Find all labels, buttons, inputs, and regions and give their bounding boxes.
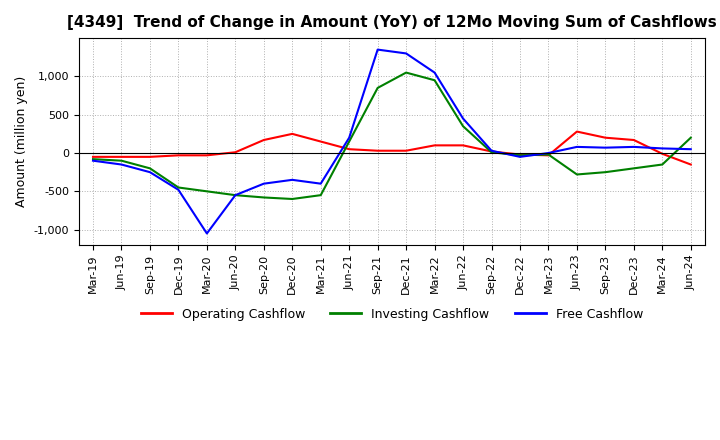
Investing Cashflow bbox=[174, 185, 183, 190]
Operating Cashflow bbox=[459, 143, 467, 148]
Title: [4349]  Trend of Change in Amount (YoY) of 12Mo Moving Sum of Cashflows: [4349] Trend of Change in Amount (YoY) o… bbox=[67, 15, 717, 30]
Free Cashflow bbox=[345, 135, 354, 140]
Operating Cashflow bbox=[487, 149, 496, 154]
Investing Cashflow bbox=[374, 85, 382, 91]
Operating Cashflow bbox=[259, 137, 268, 143]
Free Cashflow bbox=[459, 116, 467, 121]
Operating Cashflow bbox=[345, 147, 354, 152]
Investing Cashflow bbox=[316, 193, 325, 198]
Operating Cashflow bbox=[316, 139, 325, 144]
Investing Cashflow bbox=[686, 135, 695, 140]
Operating Cashflow bbox=[658, 151, 667, 157]
Operating Cashflow bbox=[202, 153, 211, 158]
Investing Cashflow bbox=[516, 153, 524, 158]
Legend: Operating Cashflow, Investing Cashflow, Free Cashflow: Operating Cashflow, Investing Cashflow, … bbox=[135, 303, 648, 326]
Investing Cashflow bbox=[345, 139, 354, 144]
Free Cashflow bbox=[402, 51, 410, 56]
Investing Cashflow bbox=[288, 196, 297, 202]
Free Cashflow bbox=[431, 70, 439, 75]
Investing Cashflow bbox=[544, 152, 553, 157]
Free Cashflow bbox=[658, 146, 667, 151]
Free Cashflow bbox=[516, 154, 524, 159]
Operating Cashflow bbox=[231, 150, 240, 155]
Free Cashflow bbox=[288, 177, 297, 183]
Line: Investing Cashflow: Investing Cashflow bbox=[93, 73, 690, 199]
Free Cashflow bbox=[89, 158, 97, 163]
Investing Cashflow bbox=[629, 166, 638, 171]
Operating Cashflow bbox=[145, 154, 154, 159]
Free Cashflow bbox=[316, 181, 325, 186]
Y-axis label: Amount (million yen): Amount (million yen) bbox=[15, 76, 28, 207]
Investing Cashflow bbox=[231, 193, 240, 198]
Investing Cashflow bbox=[89, 157, 97, 162]
Free Cashflow bbox=[629, 144, 638, 150]
Line: Operating Cashflow: Operating Cashflow bbox=[93, 132, 690, 165]
Investing Cashflow bbox=[145, 166, 154, 171]
Operating Cashflow bbox=[516, 152, 524, 157]
Operating Cashflow bbox=[288, 131, 297, 136]
Operating Cashflow bbox=[601, 135, 610, 140]
Investing Cashflow bbox=[658, 162, 667, 167]
Free Cashflow bbox=[231, 193, 240, 198]
Operating Cashflow bbox=[89, 154, 97, 159]
Free Cashflow bbox=[374, 47, 382, 52]
Investing Cashflow bbox=[259, 195, 268, 200]
Investing Cashflow bbox=[601, 169, 610, 175]
Investing Cashflow bbox=[459, 124, 467, 129]
Free Cashflow bbox=[202, 231, 211, 236]
Free Cashflow bbox=[686, 147, 695, 152]
Investing Cashflow bbox=[117, 158, 126, 163]
Investing Cashflow bbox=[431, 77, 439, 83]
Operating Cashflow bbox=[402, 148, 410, 154]
Free Cashflow bbox=[487, 148, 496, 154]
Investing Cashflow bbox=[202, 189, 211, 194]
Free Cashflow bbox=[544, 150, 553, 156]
Free Cashflow bbox=[601, 145, 610, 150]
Investing Cashflow bbox=[402, 70, 410, 75]
Free Cashflow bbox=[259, 181, 268, 186]
Free Cashflow bbox=[145, 169, 154, 175]
Operating Cashflow bbox=[374, 148, 382, 154]
Operating Cashflow bbox=[544, 153, 553, 158]
Operating Cashflow bbox=[174, 153, 183, 158]
Investing Cashflow bbox=[572, 172, 581, 177]
Operating Cashflow bbox=[686, 162, 695, 167]
Free Cashflow bbox=[117, 162, 126, 167]
Operating Cashflow bbox=[629, 137, 638, 143]
Line: Free Cashflow: Free Cashflow bbox=[93, 50, 690, 234]
Free Cashflow bbox=[174, 187, 183, 192]
Operating Cashflow bbox=[431, 143, 439, 148]
Operating Cashflow bbox=[117, 154, 126, 159]
Operating Cashflow bbox=[572, 129, 581, 134]
Investing Cashflow bbox=[487, 150, 496, 155]
Free Cashflow bbox=[572, 144, 581, 150]
